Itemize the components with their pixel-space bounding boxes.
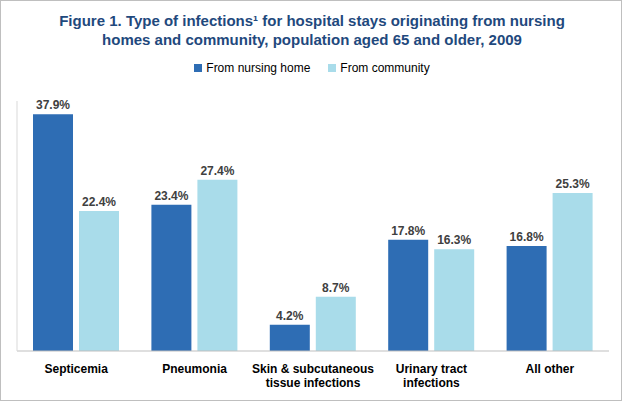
svg-text:27.4%: 27.4% (200, 164, 234, 178)
html-text:From community: From community (340, 61, 430, 75)
svg-text:22.4%: 22.4% (82, 195, 116, 209)
svg-text:37.9%: 37.9% (36, 98, 70, 112)
svg-text:Skin & subcutaneoustissue infe: Skin & subcutaneoustissue infections (252, 362, 374, 390)
svg-text:25.3%: 25.3% (556, 177, 590, 191)
svg-text:17.8%: 17.8% (391, 224, 425, 238)
svg-text:16.8%: 16.8% (510, 230, 544, 244)
svg-text:Septicemia: Septicemia (45, 362, 109, 376)
svg-text:Urinary tractinfections: Urinary tractinfections (396, 362, 467, 390)
svg-text:All other: All other (525, 362, 574, 376)
svg-text:4.2%: 4.2% (276, 309, 304, 323)
svg-text:16.3%: 16.3% (437, 233, 471, 247)
html-text:From nursing home: From nursing home (206, 61, 311, 75)
svg-text:8.7%: 8.7% (322, 281, 350, 295)
svg-text:23.4%: 23.4% (154, 189, 188, 203)
html-text:Figure 1. Type of infections¹: Figure 1. Type of infections¹ for hospit… (59, 12, 565, 48)
svg-text:Pneumonia: Pneumonia (162, 362, 227, 376)
